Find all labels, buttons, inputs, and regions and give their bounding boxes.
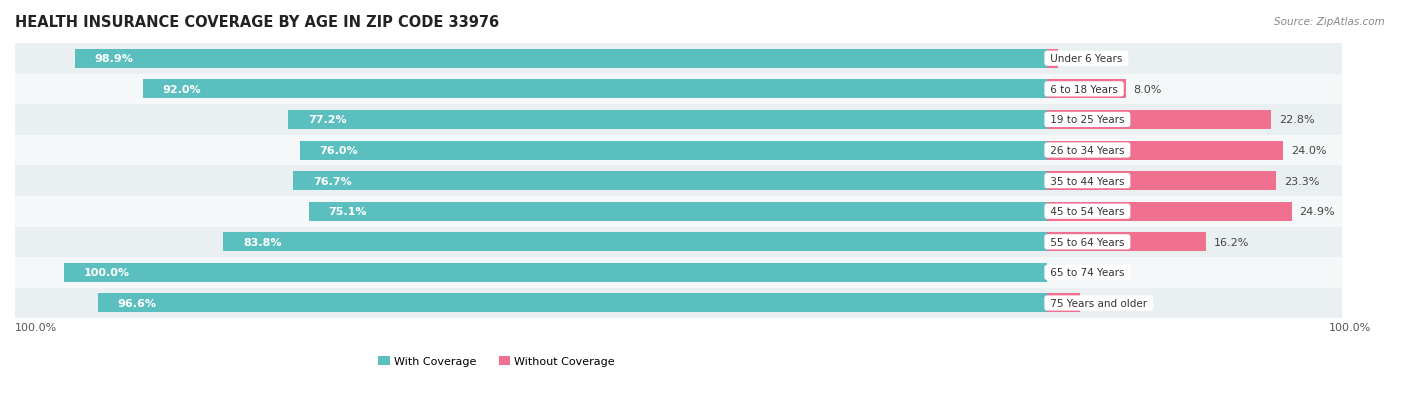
Text: 45 to 54 Years: 45 to 54 Years [1047, 206, 1128, 217]
Bar [15, 197, 1341, 227]
Text: 22.8%: 22.8% [1279, 115, 1315, 125]
Bar [15, 105, 1341, 135]
Bar [1047, 202, 1292, 221]
Text: 35 to 44 Years: 35 to 44 Years [1047, 176, 1128, 186]
Bar [15, 74, 1341, 105]
Text: 92.0%: 92.0% [163, 85, 201, 95]
Bar [292, 172, 1047, 191]
Bar [224, 233, 1047, 252]
Text: 75.1%: 75.1% [329, 206, 367, 217]
Text: 24.0%: 24.0% [1291, 146, 1326, 156]
Bar [1047, 294, 1080, 313]
Text: HEALTH INSURANCE COVERAGE BY AGE IN ZIP CODE 33976: HEALTH INSURANCE COVERAGE BY AGE IN ZIP … [15, 15, 499, 30]
Bar [15, 288, 1341, 318]
Bar [288, 111, 1047, 130]
Bar [75, 50, 1047, 69]
Text: 16.2%: 16.2% [1215, 237, 1250, 247]
Bar [65, 263, 1047, 282]
Bar [143, 80, 1047, 99]
Text: 19 to 25 Years: 19 to 25 Years [1047, 115, 1128, 125]
Bar [15, 44, 1341, 74]
Bar [1047, 141, 1282, 160]
Text: 1.1%: 1.1% [1066, 54, 1094, 64]
Bar [15, 135, 1341, 166]
Text: Source: ZipAtlas.com: Source: ZipAtlas.com [1274, 17, 1385, 26]
Text: 100.0%: 100.0% [15, 322, 58, 332]
Text: 76.0%: 76.0% [319, 146, 359, 156]
Text: 26 to 34 Years: 26 to 34 Years [1047, 146, 1128, 156]
Bar [15, 166, 1341, 197]
Text: 8.0%: 8.0% [1133, 85, 1161, 95]
Bar [1047, 233, 1206, 252]
Text: 100.0%: 100.0% [1329, 322, 1371, 332]
Bar [1047, 80, 1126, 99]
Text: Under 6 Years: Under 6 Years [1047, 54, 1126, 64]
Bar [15, 227, 1341, 257]
Bar [299, 141, 1047, 160]
Text: 24.9%: 24.9% [1299, 206, 1336, 217]
Text: 100.0%: 100.0% [84, 268, 129, 278]
Bar [1047, 172, 1277, 191]
Bar [1047, 111, 1271, 130]
Legend: With Coverage, Without Coverage: With Coverage, Without Coverage [378, 356, 614, 367]
Text: 0.0%: 0.0% [1054, 268, 1083, 278]
Text: 96.6%: 96.6% [117, 298, 156, 308]
Text: 76.7%: 76.7% [312, 176, 352, 186]
Text: 3.4%: 3.4% [1088, 298, 1116, 308]
Text: 6 to 18 Years: 6 to 18 Years [1047, 85, 1121, 95]
Text: 55 to 64 Years: 55 to 64 Years [1047, 237, 1128, 247]
Bar [15, 257, 1341, 288]
Bar [97, 294, 1047, 313]
Text: 98.9%: 98.9% [94, 54, 134, 64]
Text: 83.8%: 83.8% [243, 237, 281, 247]
Bar [1047, 50, 1057, 69]
Text: 23.3%: 23.3% [1284, 176, 1319, 186]
Text: 77.2%: 77.2% [308, 115, 346, 125]
Text: 75 Years and older: 75 Years and older [1047, 298, 1150, 308]
Bar [309, 202, 1047, 221]
Text: 65 to 74 Years: 65 to 74 Years [1047, 268, 1128, 278]
